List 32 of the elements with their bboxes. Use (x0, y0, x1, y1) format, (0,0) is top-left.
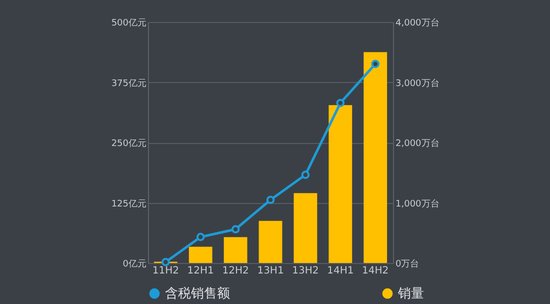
bar (294, 193, 318, 263)
point (371, 60, 380, 68)
y-tick-label: 250亿元 (111, 138, 146, 149)
bar (224, 237, 248, 263)
y-tick-label: 500亿元 (111, 18, 146, 28)
point (161, 258, 170, 266)
point (301, 170, 310, 179)
y2-tick-label: 4,000万台 (396, 18, 440, 28)
y2-tick-label: 3,000万台 (396, 78, 440, 89)
x-tick-label: 12H1 (187, 266, 214, 276)
bar (258, 220, 282, 263)
x-tick-label: 12H2 (222, 266, 249, 276)
point (231, 225, 240, 234)
bar (328, 105, 352, 263)
point (336, 98, 345, 108)
legend-label: 含税销售额 (165, 286, 230, 302)
x-tick-label: 14H1 (327, 266, 354, 276)
point (196, 232, 205, 242)
y2-tick-label: 1,000万台 (396, 198, 440, 210)
y-tick-label: 125亿元 (111, 198, 146, 210)
x-tick-label: 13H1 (257, 266, 284, 276)
bar (364, 52, 388, 263)
y2-tick-label: 2,000万台 (396, 138, 440, 149)
y2-tick-label: 0万台 (396, 258, 420, 270)
x-tick-label: 14H2 (362, 266, 389, 276)
legend-label: 销量 (397, 286, 424, 302)
bar (188, 246, 212, 263)
y-tick-label: 0亿元 (122, 258, 146, 270)
y-tick-label: 375亿元 (111, 78, 146, 89)
point (266, 196, 275, 204)
x-tick-label: 11H2 (152, 266, 179, 276)
x-tick-label: 13H2 (292, 266, 319, 276)
